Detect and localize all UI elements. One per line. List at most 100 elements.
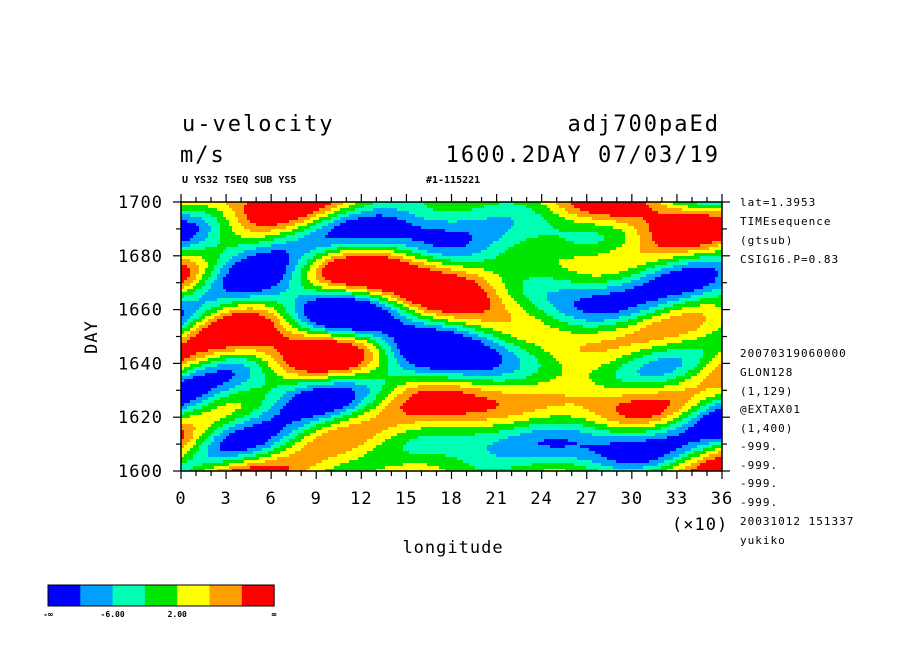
colorbar-swatch	[209, 585, 243, 606]
heatmap-cell	[247, 202, 331, 205]
heatmap-cell	[199, 307, 211, 310]
heatmap-cell	[409, 397, 487, 400]
heatmap-cell	[532, 463, 574, 466]
heatmap-cell	[250, 418, 271, 421]
heatmap-cell	[184, 454, 193, 457]
heatmap-cell	[181, 409, 193, 412]
heatmap-cell	[298, 238, 412, 241]
heatmap-cell	[379, 352, 385, 355]
heatmap-cell	[190, 364, 202, 367]
heatmap-cell	[352, 448, 373, 451]
heatmap-cell	[355, 373, 388, 376]
heatmap-cell	[337, 427, 388, 430]
heatmap-cell	[265, 382, 298, 385]
heatmap-cell	[286, 310, 295, 313]
heatmap-cell	[457, 274, 478, 277]
heatmap-cell	[700, 244, 718, 247]
heatmap-cell	[196, 352, 214, 355]
heatmap-cell	[514, 298, 529, 301]
heatmap-cell	[466, 271, 493, 274]
heatmap-cell	[370, 349, 379, 352]
heatmap-cell	[688, 454, 700, 457]
heatmap-cell	[382, 346, 391, 349]
heatmap-cell	[703, 349, 722, 352]
heatmap-cell	[514, 202, 541, 205]
heatmap-cell	[373, 358, 379, 361]
heatmap-cell	[190, 337, 289, 340]
heatmap-cell	[223, 460, 244, 463]
heatmap-cell	[241, 259, 289, 262]
heatmap-cell	[184, 310, 196, 313]
heatmap-cell	[181, 382, 223, 385]
heatmap-cell	[511, 313, 529, 316]
heatmap-cell	[415, 256, 433, 259]
heatmap-cell	[208, 436, 214, 439]
heatmap-cell	[190, 448, 199, 451]
heatmap-cell	[715, 457, 722, 460]
heatmap-cell	[691, 448, 703, 451]
heatmap-cell	[529, 418, 586, 421]
heatmap-cell	[502, 277, 529, 280]
heatmap-cell	[181, 214, 190, 217]
heatmap-cell	[595, 382, 679, 385]
heatmap-cell	[463, 325, 481, 328]
heatmap-cell	[643, 355, 703, 358]
side-info-line: lat=1.3953	[740, 196, 816, 209]
heatmap-cell	[274, 346, 358, 349]
heatmap-cell	[310, 268, 316, 271]
heatmap-cell	[703, 457, 715, 460]
heatmap-cell	[469, 241, 493, 244]
heatmap-cell	[358, 415, 376, 418]
heatmap-cell	[535, 304, 553, 307]
heatmap-cell	[220, 238, 274, 241]
heatmap-cell	[262, 289, 286, 292]
heatmap-cell	[646, 268, 661, 271]
heatmap-cell	[655, 433, 679, 436]
heatmap-cell	[574, 301, 646, 304]
heatmap-cell	[682, 358, 700, 361]
heatmap-cell	[646, 202, 661, 205]
heatmap-cell	[223, 424, 235, 427]
heatmap-cell	[229, 223, 241, 226]
heatmap-cell	[205, 268, 214, 271]
heatmap-cell	[499, 430, 532, 433]
heatmap-cell	[526, 295, 547, 298]
heatmap-cell	[646, 313, 661, 316]
heatmap-cell	[418, 436, 508, 439]
heatmap-cell	[409, 361, 502, 364]
x-axis: 0 3 6 9 12 15 18 21 24 27 30 33 36	[175, 194, 732, 509]
heatmap-cell	[199, 265, 208, 268]
heatmap-cell	[301, 325, 313, 328]
heatmap-cell	[643, 364, 682, 367]
heatmap-cell	[196, 370, 217, 373]
heatmap-cell	[259, 364, 268, 367]
heatmap-cell	[286, 391, 301, 394]
heatmap-cell	[694, 253, 722, 256]
heatmap-cell	[331, 244, 406, 247]
heatmap-cell	[646, 325, 700, 328]
heatmap-cell	[244, 457, 259, 460]
heatmap-cell	[367, 340, 376, 343]
heatmap-cell	[313, 388, 352, 391]
heatmap-cell	[685, 301, 722, 304]
heatmap-cell	[577, 457, 607, 460]
heatmap-cell	[427, 307, 490, 310]
heatmap-cell	[505, 340, 526, 343]
heatmap-cell	[499, 439, 544, 442]
heatmap-cell	[190, 274, 196, 277]
heatmap-cell	[718, 295, 722, 298]
heatmap-cell	[193, 466, 214, 469]
heatmap-cell	[181, 373, 190, 376]
heatmap-cell	[394, 340, 481, 343]
heatmap-cell	[418, 307, 427, 310]
heatmap-cell	[355, 382, 385, 385]
heatmap-cell	[475, 280, 487, 283]
heatmap-cell	[379, 349, 385, 352]
heatmap-cell	[379, 301, 388, 304]
heatmap-cell	[688, 421, 697, 424]
side-meta-line: 20031012 151337	[740, 515, 854, 528]
heatmap-cell	[340, 421, 361, 424]
heatmap-cell	[229, 466, 250, 469]
heatmap-cell	[388, 403, 403, 406]
heatmap-cell	[208, 427, 217, 430]
